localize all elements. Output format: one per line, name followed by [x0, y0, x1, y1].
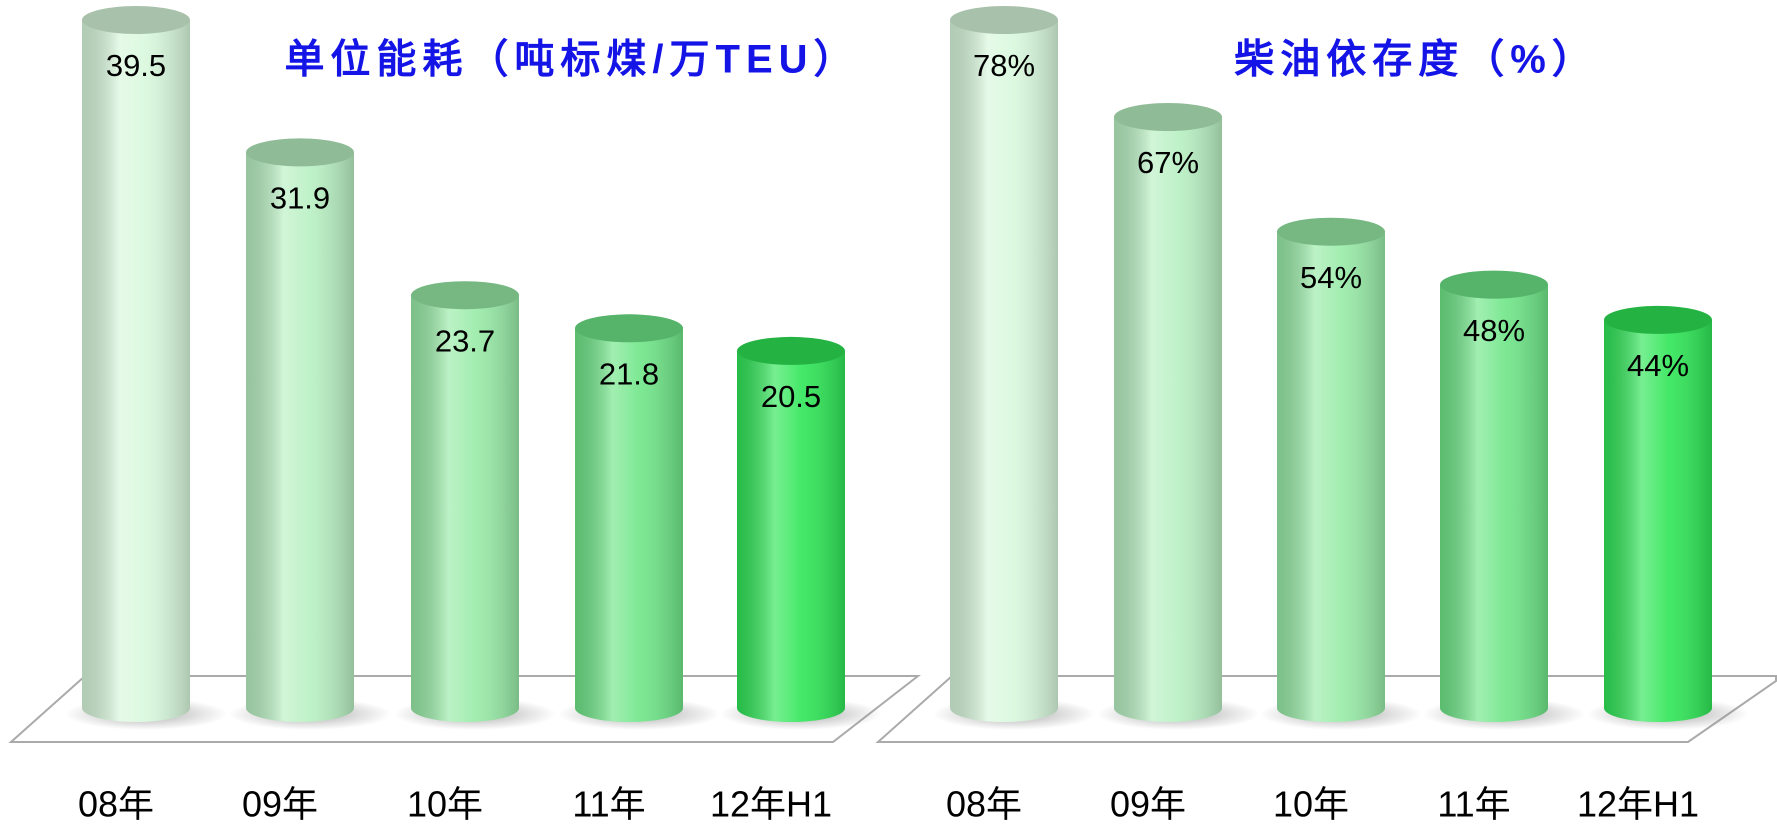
- value-label: 21.8: [599, 356, 659, 391]
- value-label: 44%: [1627, 348, 1689, 383]
- bar-top-shade: [1604, 306, 1712, 334]
- bar-top-shade: [1277, 218, 1385, 246]
- bar-top-shade: [411, 281, 519, 309]
- value-label: 54%: [1300, 260, 1362, 295]
- x-tick-label: 11年: [1437, 784, 1510, 825]
- chart-title: 柴油依存度（%）: [1234, 38, 1598, 82]
- x-tick-label: 10年: [407, 784, 483, 825]
- value-label: 48%: [1463, 313, 1525, 348]
- x-tick-label: 12年H1: [1577, 784, 1699, 825]
- bar-shade: [1114, 117, 1222, 722]
- value-label: 31.9: [270, 181, 330, 216]
- bar-top-shade: [246, 138, 354, 166]
- bar-top-shade: [1114, 103, 1222, 131]
- x-tick-label: 11年: [572, 784, 645, 825]
- bar-shade: [411, 295, 519, 722]
- x-tick-label: 09年: [1110, 784, 1186, 825]
- x-tick-label: 08年: [78, 784, 154, 825]
- value-label: 20.5: [761, 379, 821, 414]
- x-tick-label: 09年: [242, 784, 318, 825]
- bar-top-shade: [575, 314, 683, 342]
- value-label: 78%: [973, 48, 1035, 83]
- bar-top-shade: [82, 6, 190, 34]
- x-tick-label: 12年H1: [710, 784, 832, 825]
- bar-top-shade: [737, 337, 845, 365]
- bar-top-shade: [950, 6, 1058, 34]
- page: 单位能耗（吨标煤/万TEU） 柴油依存度（%） 39.5 08年 31.9 09年 23…: [0, 0, 1777, 826]
- bar-shade: [950, 20, 1058, 722]
- bar-shade: [82, 20, 190, 722]
- bar-top-shade: [1440, 271, 1548, 299]
- value-label: 67%: [1137, 145, 1199, 180]
- chart-title: 单位能耗（吨标煤/万TEU）: [284, 38, 859, 82]
- value-label: 23.7: [435, 323, 495, 358]
- x-tick-label: 10年: [1273, 784, 1349, 825]
- x-tick-label: 08年: [946, 784, 1022, 825]
- value-label: 39.5: [106, 48, 166, 83]
- bar-shade: [1440, 285, 1548, 722]
- bar-shade: [246, 152, 354, 722]
- bar-shade: [1277, 232, 1385, 722]
